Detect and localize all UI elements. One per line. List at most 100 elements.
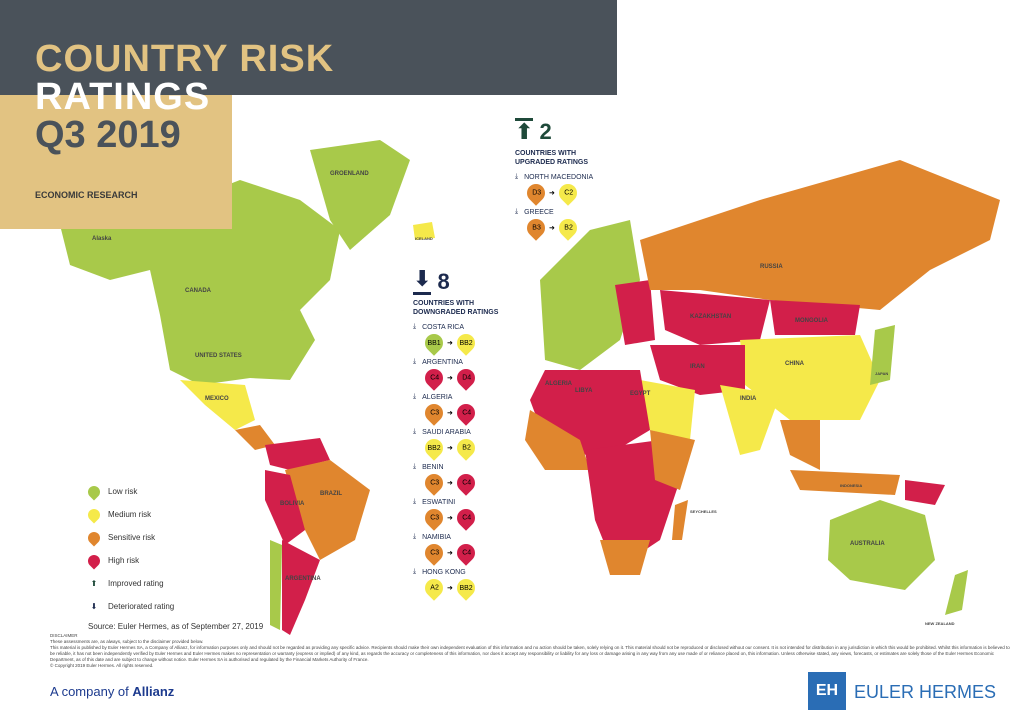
rating-pins: C3 ➜ C4 bbox=[421, 470, 523, 496]
to-rating-pin: BB2 bbox=[453, 575, 479, 601]
arabia bbox=[640, 380, 695, 440]
arrow-right-icon: ➜ bbox=[447, 515, 453, 522]
arrow-down-icon: ⤓ bbox=[515, 208, 519, 215]
country-row: ⤓ NAMIBIA bbox=[413, 533, 523, 541]
legend-improved: ⬆ Improved rating bbox=[88, 572, 174, 595]
upgraded-list: ⤓ NORTH MACEDONIA D3 ➜ C2 ⤓ GREECE B3 ➜ B2 bbox=[515, 173, 625, 241]
to-rating: BB2 bbox=[459, 339, 473, 347]
rating-pins: A2 ➜ BB2 bbox=[421, 575, 523, 601]
country-row: ⤓ NORTH MACEDONIA bbox=[515, 173, 625, 181]
arrow-down-icon: ⤓ bbox=[413, 358, 417, 365]
indonesia bbox=[790, 470, 900, 495]
header-band bbox=[0, 0, 617, 95]
to-rating-pin: B2 bbox=[555, 215, 581, 241]
rating-pins: C3 ➜ C4 bbox=[421, 540, 523, 566]
from-rating-pin: C3 bbox=[421, 470, 447, 496]
rating-pins: B3 ➜ B2 bbox=[523, 215, 625, 241]
new-zealand bbox=[945, 570, 968, 615]
country-name: ALGERIA bbox=[422, 393, 453, 401]
to-rating-pin: C4 bbox=[453, 505, 479, 531]
rating-pins: C3 ➜ C4 bbox=[421, 400, 523, 426]
country-name: HONG KONG bbox=[422, 568, 466, 576]
rating-change-item: ⤓ ESWATINI C3 ➜ C4 bbox=[413, 498, 523, 531]
rating-pins: C3 ➜ C4 bbox=[421, 505, 523, 531]
country-name: NAMIBIA bbox=[422, 533, 451, 541]
legend: Low risk Medium risk Sensitive risk High… bbox=[85, 480, 175, 618]
country-name: ESWATINI bbox=[422, 498, 456, 506]
greenland bbox=[310, 140, 410, 250]
country-row: ⤓ SAUDI ARABIA bbox=[413, 428, 523, 436]
rating-change-item: ⤓ COSTA RICA BB1 ➜ BB2 bbox=[413, 323, 523, 356]
company-prefix: A company of bbox=[50, 684, 129, 699]
downgraded-count: 8 bbox=[437, 268, 450, 294]
arrow-down-icon: ⤓ bbox=[515, 173, 519, 180]
colombia-venezuela bbox=[265, 438, 330, 470]
from-rating: C4 bbox=[429, 374, 439, 382]
arrow-down-icon: ⬇ bbox=[90, 602, 98, 611]
legend-label: Low risk bbox=[108, 487, 138, 496]
map-label: ALGERIA bbox=[545, 381, 573, 387]
to-rating: D4 bbox=[461, 374, 471, 382]
map-label: JAPAN bbox=[875, 371, 888, 376]
png bbox=[905, 480, 945, 505]
legend-sensitive: Sensitive risk bbox=[85, 526, 174, 549]
legend-label: Deteriorated rating bbox=[108, 602, 175, 611]
from-rating: C3 bbox=[429, 549, 439, 557]
from-rating: C3 bbox=[429, 409, 439, 417]
country-row: ⤓ BENIN bbox=[413, 463, 523, 471]
map-label: INDIA bbox=[740, 396, 757, 402]
map-label: RUSSIA bbox=[760, 264, 783, 270]
rating-change-item: ⤓ SAUDI ARABIA BB2 ➜ B2 bbox=[413, 428, 523, 461]
west-africa bbox=[525, 410, 590, 470]
arrow-right-icon: ➜ bbox=[447, 480, 453, 487]
usa bbox=[160, 310, 315, 385]
to-rating: C4 bbox=[461, 409, 471, 417]
argentina bbox=[282, 540, 320, 635]
rating-pins: BB2 ➜ B2 bbox=[421, 435, 523, 461]
from-rating: C3 bbox=[429, 479, 439, 487]
pin-icon bbox=[85, 506, 103, 523]
from-rating-pin: BB1 bbox=[421, 330, 447, 356]
legend-low: Low risk bbox=[85, 480, 174, 503]
arrow-down-icon: ⤓ bbox=[413, 393, 417, 400]
downgraded-list: ⤓ COSTA RICA BB1 ➜ BB2 ⤓ ARGENTINA C4 ➜ D4… bbox=[413, 323, 523, 601]
to-rating-pin: C4 bbox=[453, 400, 479, 426]
from-rating: B3 bbox=[531, 224, 541, 232]
to-rating-pin: C4 bbox=[453, 470, 479, 496]
south-america bbox=[265, 438, 370, 635]
map-label: ARGENTINA bbox=[285, 576, 321, 582]
from-rating: C3 bbox=[429, 514, 439, 522]
arrow-down-icon: ⤓ bbox=[413, 323, 417, 330]
south-africa bbox=[600, 540, 650, 575]
brazil bbox=[285, 460, 370, 560]
oceania bbox=[828, 500, 968, 615]
to-rating-pin: BB2 bbox=[453, 330, 479, 356]
map-label: Alaska bbox=[92, 236, 112, 242]
to-rating: C2 bbox=[563, 189, 573, 197]
arrow-right-icon: ➜ bbox=[447, 340, 453, 347]
from-rating-pin: C4 bbox=[421, 365, 447, 391]
from-rating-pin: D3 bbox=[523, 180, 549, 206]
euler-hermes-logo: EH bbox=[808, 672, 846, 710]
country-row: ⤓ COSTA RICA bbox=[413, 323, 523, 331]
arrow-right-icon: ➜ bbox=[447, 585, 453, 592]
pin-icon bbox=[85, 552, 103, 569]
arrow-up-icon: ⬆ bbox=[515, 118, 534, 145]
map-label: MONGOLIA bbox=[795, 318, 829, 324]
iceland bbox=[413, 222, 435, 240]
from-rating: BB2 bbox=[427, 444, 441, 452]
country-row: ⤓ GREECE bbox=[515, 208, 625, 216]
to-rating-pin: C2 bbox=[555, 180, 581, 206]
rating-change-item: ⤓ BENIN C3 ➜ C4 bbox=[413, 463, 523, 496]
japan bbox=[870, 325, 895, 385]
brand-name: EULER HERMES bbox=[854, 682, 997, 702]
disclaimer-line: These assessments are, as always, subjec… bbox=[50, 639, 204, 644]
russia bbox=[640, 160, 1000, 310]
arrow-down-icon: ⤓ bbox=[413, 428, 417, 435]
africa bbox=[525, 370, 695, 575]
from-rating: D3 bbox=[531, 189, 541, 197]
map-label: MEXICO bbox=[205, 396, 229, 402]
rating-change-item: ⤓ NORTH MACEDONIA D3 ➜ C2 bbox=[515, 173, 625, 206]
map-label: ICELAND bbox=[415, 236, 433, 241]
